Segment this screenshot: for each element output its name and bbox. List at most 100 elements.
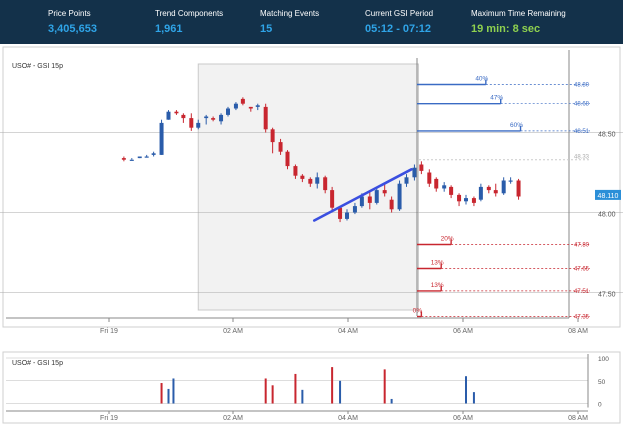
x-tick-label: Fri 19 — [100, 328, 118, 335]
volume-y-tick-label: 50 — [598, 379, 606, 386]
stat-value: 1,961 — [155, 23, 183, 35]
candle-body — [121, 158, 126, 160]
candle-body — [189, 118, 194, 128]
candle-body — [516, 180, 521, 197]
candle-body — [315, 177, 320, 184]
candle-body — [293, 166, 298, 176]
candle-body — [181, 114, 186, 119]
candle-body — [338, 207, 343, 219]
candle-body — [359, 196, 364, 207]
x-tick-label: 06 AM — [453, 328, 473, 335]
candle-body — [419, 164, 424, 171]
x-tick-label: 08 AM — [568, 328, 588, 335]
candle-body — [323, 177, 328, 191]
projection-pct-label: 47% — [490, 95, 503, 102]
volume-x-tick-label: 08 AM — [568, 415, 588, 422]
volume-chart-title: USO# - GSI 15p — [12, 360, 63, 367]
candle-body — [174, 111, 179, 114]
price-chart[interactable]: 47.50 48.00 48.50 Fri 19 02 AM 04 AM 06 AM 08 A… — [0, 44, 623, 336]
stat-label: Trend Components — [155, 9, 224, 18]
current-price-label: 48.110 — [598, 193, 619, 200]
volume-bar — [339, 380, 342, 404]
volume-bar — [331, 367, 334, 404]
volume-y-tick-label: 0 — [598, 402, 602, 409]
volume-frame — [2, 351, 621, 424]
candle-body — [464, 198, 468, 202]
trend-line — [312, 168, 413, 222]
candle-body — [508, 180, 513, 182]
volume-x-tick-label: 04 AM — [338, 415, 358, 422]
candle-body — [240, 98, 245, 104]
candle-body — [300, 175, 305, 179]
stat-current-gsi-period: Current GSI Period 05:12 - 07:12 — [365, 9, 433, 36]
projection-price-label: 48.80 — [574, 83, 590, 89]
candle-body — [471, 198, 476, 203]
stat-label: Maximum Time Remaining — [471, 9, 566, 18]
volume-x-tick-label: 02 AM — [223, 415, 243, 422]
volume-bar — [301, 389, 304, 404]
candle-body — [397, 183, 402, 210]
candle-body — [382, 190, 387, 194]
volume-bar — [294, 373, 297, 404]
projection-price-label: 47.80 — [574, 243, 590, 249]
stat-label: Price Points — [48, 9, 91, 18]
volume-x-tick-label: Fri 19 — [100, 415, 118, 422]
projection-pct-label: 13% — [431, 260, 444, 267]
y-tick-label: 47.50 — [598, 292, 616, 299]
gsi-window — [197, 63, 419, 311]
candle-body — [278, 142, 283, 152]
current-price-tag — [595, 189, 621, 200]
x-tick-label: 02 AM — [223, 328, 243, 335]
volume-bar — [383, 369, 386, 404]
candle-body — [404, 177, 409, 184]
candle-body — [493, 190, 498, 194]
stat-label: Current GSI Period — [365, 9, 434, 18]
candle-body — [129, 159, 134, 161]
candle-body — [457, 194, 462, 202]
candle-body — [144, 156, 149, 158]
x-tick-label: 04 AM — [338, 328, 358, 335]
stat-value: 05:12 - 07:12 — [365, 23, 432, 35]
y-tick-label: 48.00 — [598, 212, 616, 219]
candle-body — [330, 190, 335, 208]
candle-body — [352, 206, 357, 213]
candle-body — [478, 186, 483, 200]
candle-body — [367, 196, 372, 203]
volume-bar — [160, 383, 163, 404]
candle-body — [449, 186, 454, 195]
candle-body — [204, 116, 209, 119]
candle-body — [308, 178, 313, 184]
volume-y-tick-label: 100 — [598, 356, 609, 363]
candle-body — [196, 122, 201, 128]
projection-pct-label: 60% — [510, 122, 523, 129]
y-tick-label: 48.50 — [598, 132, 616, 139]
volume-bar — [465, 376, 467, 404]
projection-price-label: 47.65 — [574, 267, 590, 273]
stat-value: 3,405,653 — [48, 23, 97, 35]
candle-body — [442, 185, 447, 189]
chart-title: USO# - GSI 15p — [12, 63, 63, 70]
projection-price-label: 47.51 — [574, 289, 590, 295]
candle-body — [255, 105, 260, 107]
candle-body — [345, 212, 349, 219]
candle-body — [151, 153, 156, 155]
stat-value: 15 — [260, 23, 273, 35]
stat-trend-components: Trend Components 1,961 — [155, 9, 223, 36]
candle-body — [263, 106, 268, 130]
candle-body — [137, 156, 142, 159]
projection-pct-label: 13% — [431, 282, 444, 289]
candle-body — [501, 180, 506, 194]
volume-chart[interactable]: USO# - GSI 15p 0 50 100 Fri 19 02 AM 04 AM 06 A… — [0, 350, 623, 425]
candle-body — [233, 103, 238, 109]
stat-max-time-remaining: Maximum Time Remaining 19 min: 8 sec — [471, 9, 566, 36]
stat-price-points: Price Points 3,405,653 — [48, 9, 97, 36]
volume-bar — [390, 398, 393, 404]
volume-x-tick-label: 06 AM — [453, 415, 473, 422]
candle-body — [159, 122, 164, 155]
stat-matching-events: Matching Events 15 — [260, 9, 319, 36]
volume-bar — [264, 378, 267, 404]
projection-pct-label: 0% — [413, 308, 423, 315]
candle-body — [219, 114, 224, 122]
candle-body — [427, 172, 432, 184]
candle-body — [270, 129, 275, 143]
